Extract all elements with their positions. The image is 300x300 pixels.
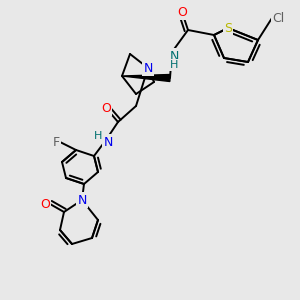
Text: N: N <box>143 61 153 74</box>
Text: Cl: Cl <box>272 11 284 25</box>
Text: S: S <box>224 22 232 34</box>
Text: H: H <box>94 131 102 141</box>
Text: O: O <box>40 197 50 211</box>
Text: H: H <box>170 60 178 70</box>
Text: N: N <box>169 50 179 62</box>
Polygon shape <box>122 74 170 82</box>
Text: O: O <box>101 101 111 115</box>
Text: O: O <box>177 5 187 19</box>
Text: F: F <box>53 136 60 148</box>
Text: N: N <box>77 194 87 206</box>
Text: N: N <box>103 136 113 148</box>
